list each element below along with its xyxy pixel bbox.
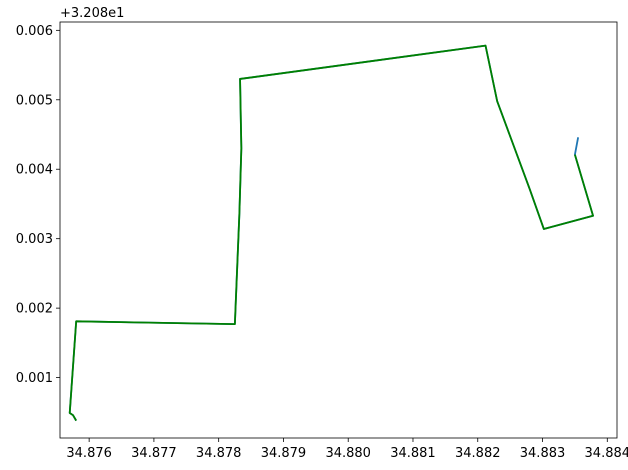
x-tick-label: 34.880 [325, 446, 371, 461]
series-layer [68, 44, 594, 422]
plot-area [60, 22, 617, 438]
x-tick-label: 34.883 [520, 446, 566, 461]
y-tick-label: 0.002 [16, 302, 53, 317]
y-tick-label: 0.004 [16, 163, 53, 178]
x-tick-label: 34.881 [390, 446, 436, 461]
y-tick-label: 0.005 [16, 93, 53, 108]
x-tick-label: 34.884 [585, 446, 628, 461]
x-axis: 34.876 34.877 34.878 34.879 34.880 34.881 34.8… [66, 438, 628, 461]
series-line-2 [68, 44, 594, 422]
x-tick-label: 34.882 [455, 446, 501, 461]
x-tick-label: 34.878 [196, 446, 242, 461]
y-axis: 0.001 0.002 0.003 0.004 0.005 0.006 [16, 24, 60, 386]
x-tick-label: 34.876 [66, 446, 112, 461]
x-tick-label: 34.879 [261, 446, 307, 461]
y-tick-label: 0.003 [16, 232, 53, 247]
y-tick-label: 0.006 [16, 24, 53, 39]
y-tick-label: 0.001 [16, 371, 53, 386]
y-offset-text: +3.208e1 [60, 6, 124, 21]
x-tick-label: 34.877 [131, 446, 177, 461]
plot-frame [59, 21, 618, 439]
